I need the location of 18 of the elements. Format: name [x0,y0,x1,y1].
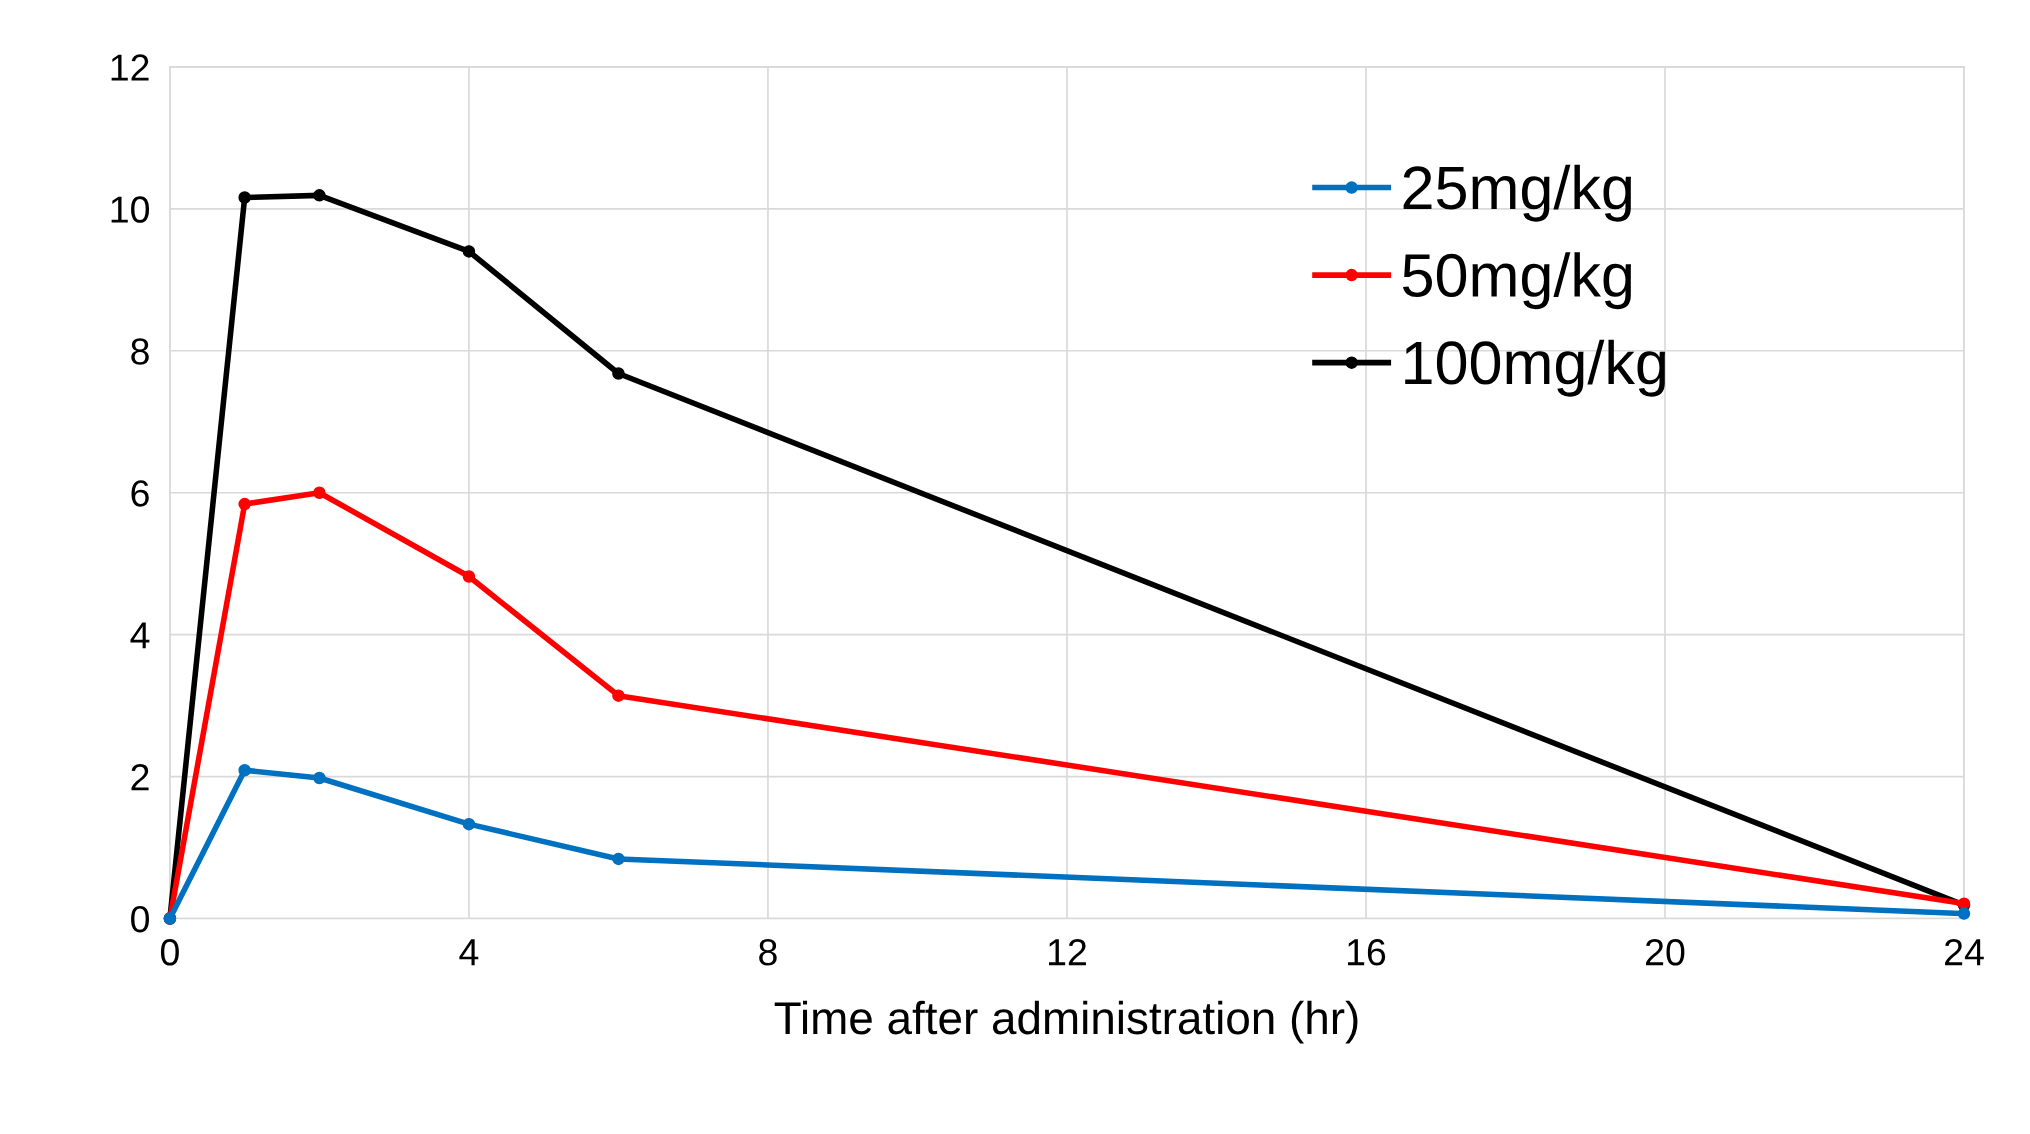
x-tick-label: 0 [160,938,179,966]
y-tick-label: 2 [131,764,149,791]
x-tick-label: 12 [1048,938,1086,966]
legend-label: 100mg/kg [1405,339,1665,397]
y-tick-label: 6 [131,480,149,507]
y-tick-label: 0 [131,905,149,933]
x-tick-label: 16 [1347,938,1386,966]
y-tick-label: 10 [111,196,149,223]
legend-label: 50mg/kg [1402,252,1631,310]
y-tick-label: 8 [131,338,149,365]
legend-label: 25mg/kg [1403,164,1631,222]
x-axis-title: Time after administration (hr) [774,1000,1358,1044]
x-tick-label: 24 [1945,938,1984,966]
x-tick-label: 4 [459,939,479,966]
x-tick-label: 20 [1646,938,1685,966]
y-tick-label: 12 [111,54,149,81]
y-tick-label: 4 [130,622,150,649]
x-tick-label: 8 [759,938,777,966]
